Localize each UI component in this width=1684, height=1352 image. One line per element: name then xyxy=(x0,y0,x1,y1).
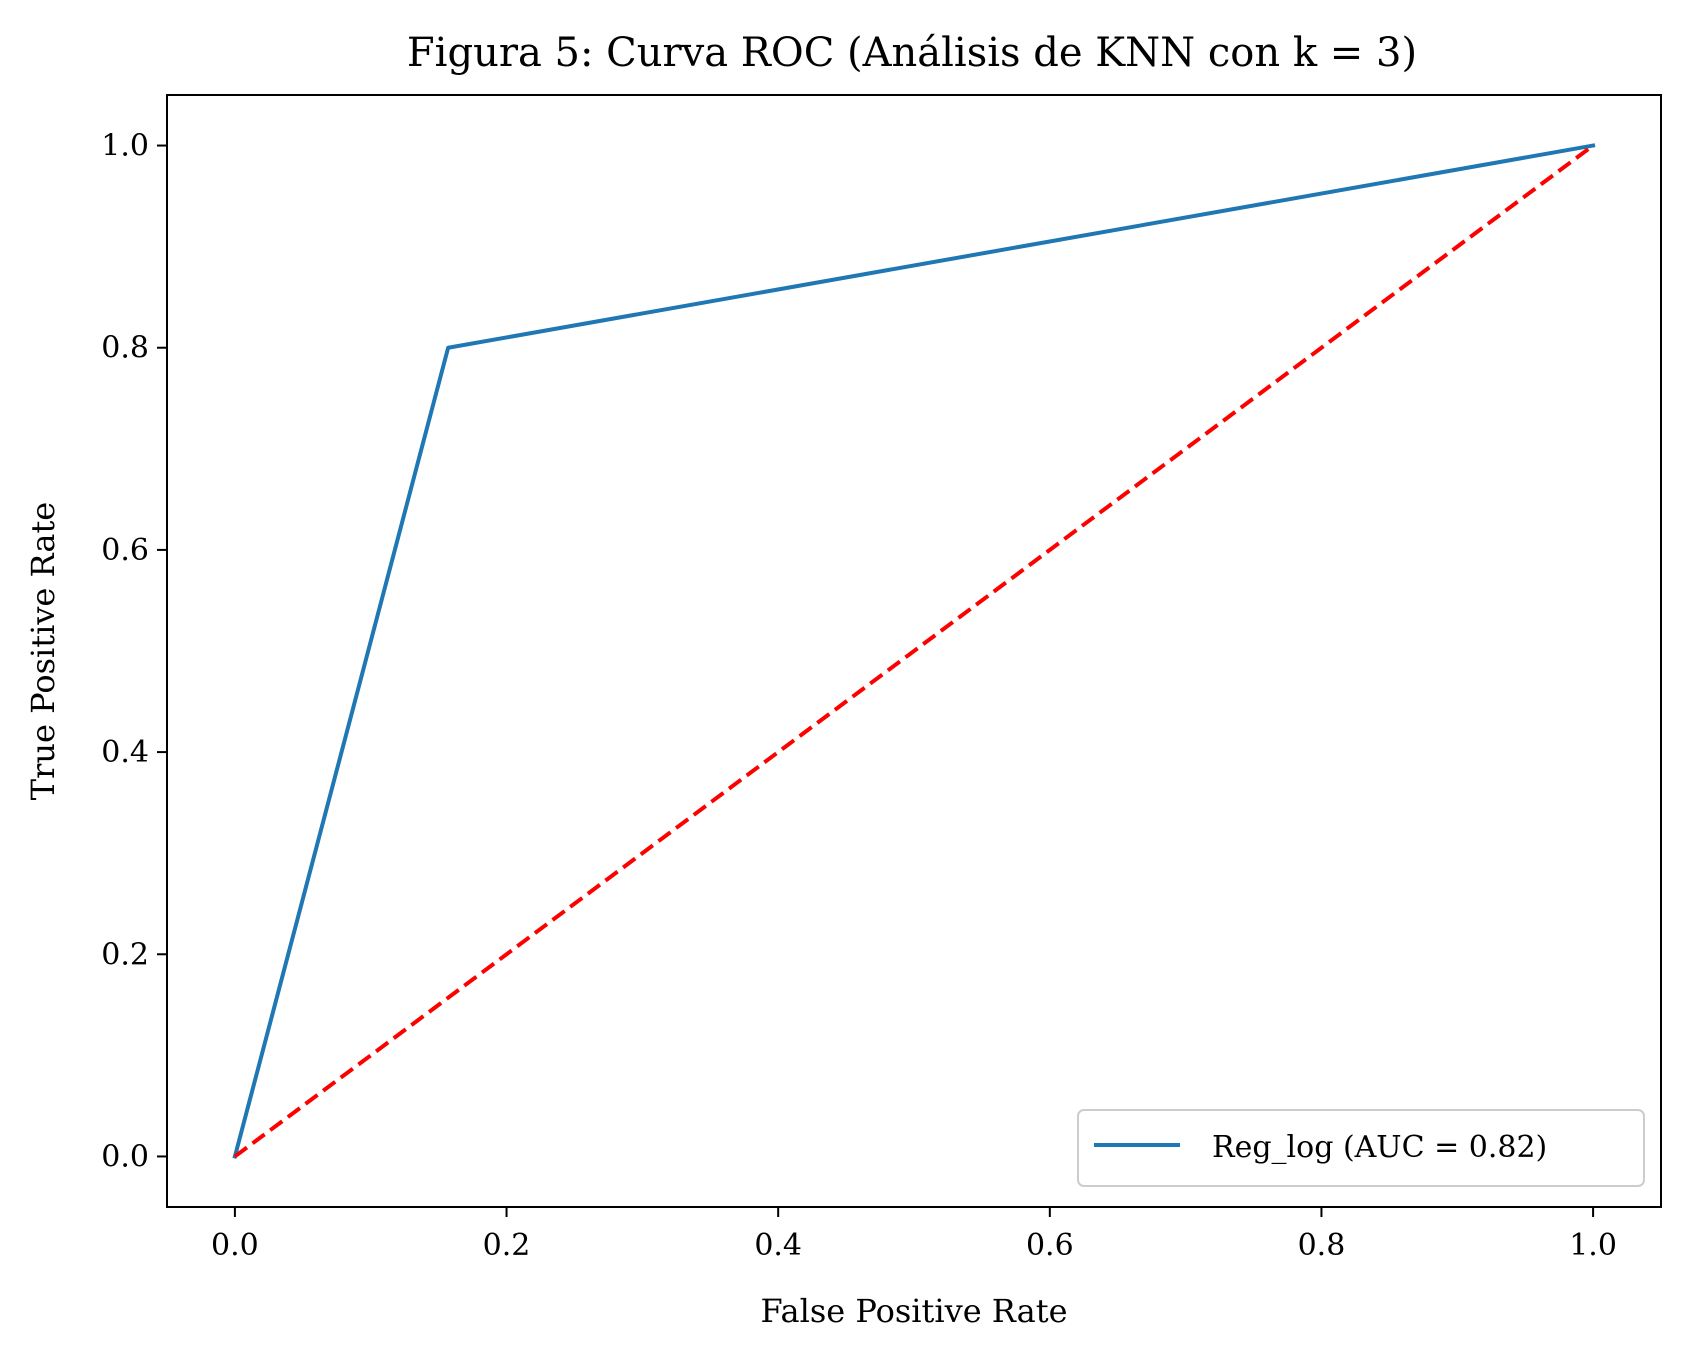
x-tick-label: 0.4 xyxy=(754,1228,802,1263)
chart-title: Figura 5: Curva ROC (Análisis de KNN con… xyxy=(407,30,1417,76)
x-tick-label: 0.8 xyxy=(1298,1228,1346,1263)
legend-box xyxy=(1077,1109,1645,1187)
y-tick-label: 0.4 xyxy=(101,735,149,770)
x-axis-ticks: 0.0 0.2 0.4 0.6 0.8 1.0 xyxy=(211,1207,1617,1263)
y-tick-label: 0.8 xyxy=(101,331,149,366)
x-tick-label: 0.2 xyxy=(483,1228,531,1263)
y-axis-label: True Positive Rate xyxy=(24,502,62,801)
y-axis-ticks: 0.0 0.2 0.4 0.6 0.8 1.0 xyxy=(101,129,167,1174)
y-tick-label: 0.2 xyxy=(101,937,149,972)
series-layer xyxy=(232,143,1596,1159)
plot-area: 0.0 0.2 0.4 0.6 0.8 1.0 0.0 0.2 0.4 0.6 0.8 1.0 xyxy=(101,94,1662,1263)
chance-diagonal-line xyxy=(233,143,1595,1159)
legend: Reg_log (AUC = 0.82) xyxy=(1077,1109,1645,1187)
x-tick-label: 0.0 xyxy=(211,1228,259,1263)
y-tick-label: 1.0 xyxy=(101,129,149,164)
x-tick-label: 0.6 xyxy=(1026,1228,1074,1263)
legend-entry-label: Reg_log (AUC = 0.82) xyxy=(1212,1130,1547,1165)
axes-frame xyxy=(166,94,1662,1208)
y-tick-label: 0.6 xyxy=(101,533,149,568)
roc-curve-line xyxy=(232,143,1596,1159)
x-tick-label: 1.0 xyxy=(1569,1228,1617,1263)
x-axis-label: False Positive Rate xyxy=(760,1292,1067,1330)
y-tick-label: 0.0 xyxy=(101,1139,149,1174)
